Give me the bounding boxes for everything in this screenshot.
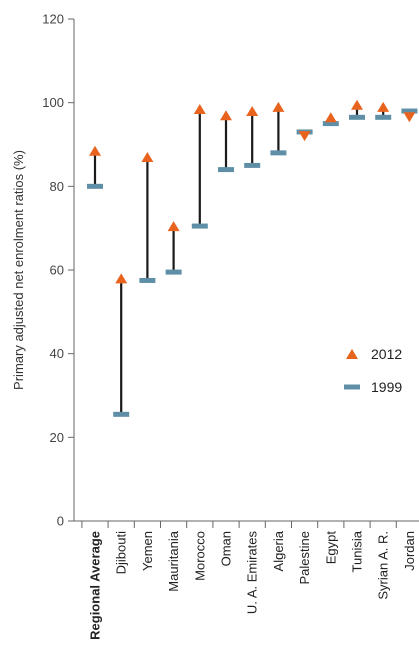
x-category-label: Djibouti (114, 531, 129, 574)
x-category-label: Palestine (297, 531, 312, 584)
marker-1999 (165, 269, 182, 275)
marker-1999 (322, 121, 339, 127)
marker-2012 (403, 112, 416, 123)
y-tick-label: 0 (57, 514, 64, 529)
marker-2012 (351, 99, 363, 110)
x-category-label: Mauritania (166, 530, 181, 591)
legend-marker-1999 (344, 384, 360, 390)
marker-2012 (89, 145, 101, 156)
legend-label-2012: 2012 (371, 346, 402, 362)
marker-1999 (401, 108, 418, 114)
marker-1999 (349, 114, 365, 120)
y-tick-label: 60 (50, 263, 64, 278)
marker-2012 (115, 273, 128, 284)
y-tick-label: 120 (42, 12, 64, 27)
marker-1999 (139, 277, 156, 283)
x-category-label: U. A. Emirates (245, 531, 260, 615)
y-axis-title: Primary adjusted net enrolment ratios (%… (11, 150, 26, 390)
legend-marker-2012 (346, 349, 358, 359)
y-axis: 0 20 40 60 80 100 120 (42, 12, 75, 529)
marker-2012 (220, 110, 232, 121)
marker-2012 (246, 106, 259, 117)
marker-2012 (377, 101, 390, 112)
x-category-label: Morocco (192, 531, 207, 581)
y-tick-label: 40 (50, 346, 64, 361)
marker-2012 (298, 131, 311, 142)
legend-label-1999: 1999 (371, 379, 402, 395)
legend: 2012 1999 (344, 346, 402, 395)
marker-1999 (375, 114, 392, 120)
x-category-label: Regional Average (88, 531, 103, 640)
marker-1999 (113, 411, 130, 417)
marker-2012 (167, 221, 180, 232)
x-category-label: Algeria (271, 530, 286, 571)
marker-2012 (141, 152, 154, 163)
series-2012-markers (89, 99, 416, 284)
x-category-label: Tunisia (350, 530, 365, 572)
connector-lines (93, 104, 411, 415)
marker-2012 (272, 101, 285, 112)
marker-2012 (193, 103, 206, 114)
x-category-label: Syrian A. R. (376, 531, 391, 600)
x-category-label: Jordan (402, 531, 417, 571)
marker-1999 (244, 162, 261, 168)
y-tick-label: 100 (42, 95, 64, 110)
x-category-label: Yemen (140, 531, 155, 571)
marker-2012 (324, 112, 337, 123)
y-tick-label: 80 (50, 179, 64, 194)
y-tick-label: 20 (50, 430, 64, 445)
x-category-label: Egypt (323, 531, 338, 565)
x-category-label: Oman (219, 531, 234, 566)
marker-1999 (87, 183, 103, 189)
x-axis: Regional Average Djibouti Yemen Mauritania M… (74, 520, 419, 640)
marker-1999 (191, 223, 208, 229)
marker-1999 (218, 167, 234, 173)
marker-1999 (270, 150, 287, 156)
